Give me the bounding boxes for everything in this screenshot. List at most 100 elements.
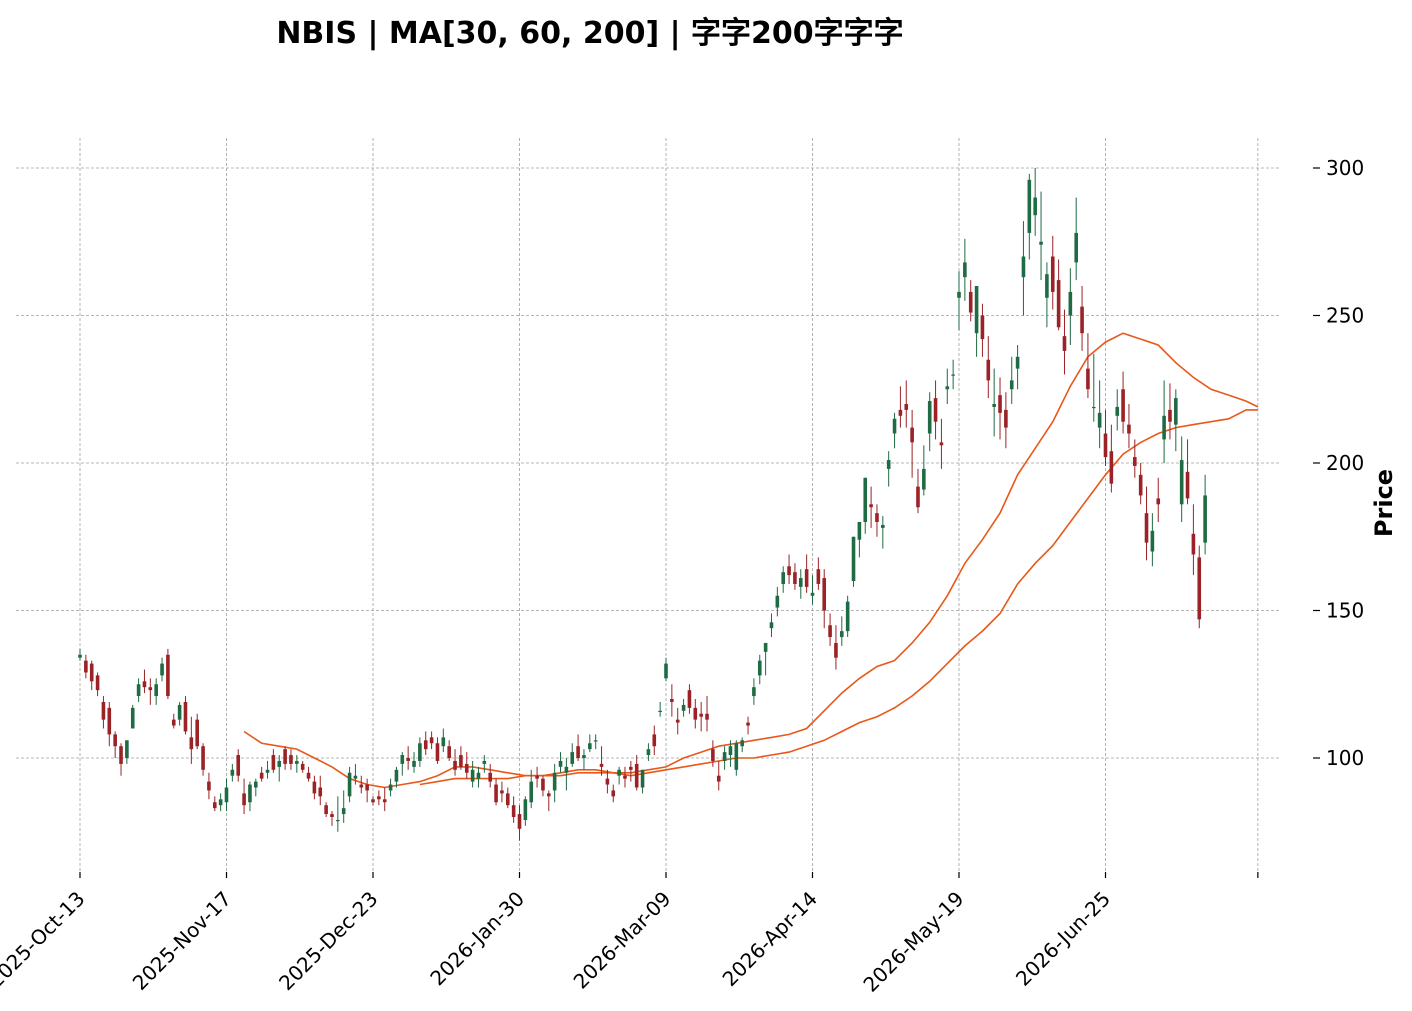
- candle: [588, 734, 592, 753]
- candle-body: [1109, 451, 1114, 484]
- y-axis-label: Price: [1370, 469, 1398, 537]
- candle: [125, 740, 129, 764]
- candle: [980, 303, 985, 357]
- candle-body: [757, 660, 762, 676]
- candle: [142, 669, 147, 694]
- candle: [834, 625, 838, 670]
- candle-body: [218, 799, 223, 806]
- candle: [828, 613, 832, 646]
- candle: [259, 766, 264, 782]
- candle: [113, 731, 117, 758]
- candle: [558, 752, 563, 773]
- candle: [933, 380, 938, 440]
- candle: [851, 536, 856, 587]
- candle-body: [1133, 457, 1137, 466]
- candle: [804, 554, 809, 593]
- candle-body: [470, 769, 475, 782]
- candle: [998, 377, 1002, 440]
- candle: [1168, 383, 1172, 440]
- candle: [1185, 439, 1190, 505]
- candle: [1091, 353, 1096, 422]
- candle-body: [248, 784, 252, 803]
- candle-body: [857, 522, 862, 540]
- candle: [1121, 371, 1125, 434]
- candle-body: [675, 719, 680, 723]
- candle-body: [939, 442, 944, 446]
- candle: [1086, 333, 1090, 399]
- candle-body: [605, 778, 610, 785]
- candle-body: [505, 793, 510, 806]
- candle-body: [482, 760, 487, 764]
- candle: [722, 746, 727, 770]
- candle: [406, 746, 410, 770]
- candle: [1033, 168, 1037, 236]
- candle: [1056, 259, 1061, 331]
- candle: [646, 743, 651, 761]
- candle: [869, 486, 873, 528]
- candle-body: [781, 572, 785, 584]
- candle-body: [681, 704, 686, 711]
- candle: [365, 778, 369, 803]
- candle-body: [171, 719, 176, 726]
- candle: [1074, 197, 1078, 281]
- candle-body: [1086, 368, 1090, 390]
- candle: [675, 707, 680, 735]
- candle-body: [365, 784, 369, 791]
- candle: [359, 775, 364, 794]
- candle: [418, 737, 422, 767]
- candle: [775, 586, 780, 617]
- candle: [341, 790, 346, 823]
- candle-body: [529, 781, 534, 803]
- candle: [183, 696, 188, 735]
- candle-body: [1185, 471, 1190, 499]
- candle: [845, 595, 850, 638]
- candle-body: [769, 622, 774, 629]
- candle-body: [728, 746, 733, 756]
- candle-body: [588, 743, 592, 750]
- y-tick-label: 200: [1326, 451, 1364, 475]
- candle: [910, 409, 914, 478]
- candle: [271, 749, 276, 773]
- candle-body: [377, 796, 381, 800]
- candle-body: [388, 784, 393, 791]
- candle: [1203, 474, 1207, 555]
- candle-body: [541, 778, 545, 791]
- candle: [1127, 404, 1131, 449]
- candle-body: [341, 808, 346, 815]
- candle: [1103, 409, 1108, 466]
- candle: [529, 769, 534, 809]
- candle-body: [95, 675, 100, 691]
- candle: [119, 743, 123, 776]
- candle-body: [318, 787, 323, 797]
- candle-body: [382, 799, 387, 803]
- x-tick-label: 2025-Oct-13: [0, 887, 90, 993]
- candle-body: [271, 755, 276, 770]
- candle-body: [547, 793, 551, 797]
- candle: [769, 613, 774, 638]
- candle-body: [418, 743, 422, 761]
- candle-body: [1056, 280, 1061, 328]
- candle-body: [1168, 409, 1172, 422]
- candle-body: [933, 398, 938, 422]
- candle-body: [435, 743, 440, 761]
- candle: [388, 778, 393, 797]
- candle-body: [816, 569, 821, 584]
- candle-body: [646, 749, 651, 756]
- candle: [89, 660, 94, 691]
- candles: [78, 168, 1207, 841]
- candle: [734, 740, 739, 776]
- candle: [798, 569, 803, 599]
- candle: [974, 286, 979, 357]
- candle: [693, 699, 698, 729]
- candle-body: [1027, 179, 1032, 233]
- candle: [318, 775, 323, 806]
- candle: [699, 701, 703, 732]
- candle: [177, 701, 182, 726]
- candle-body: [1203, 495, 1207, 543]
- candle: [1045, 262, 1049, 328]
- candle-body: [119, 746, 123, 764]
- candle-body: [1144, 513, 1149, 543]
- candle-body: [236, 755, 241, 776]
- candle-body: [1091, 406, 1096, 409]
